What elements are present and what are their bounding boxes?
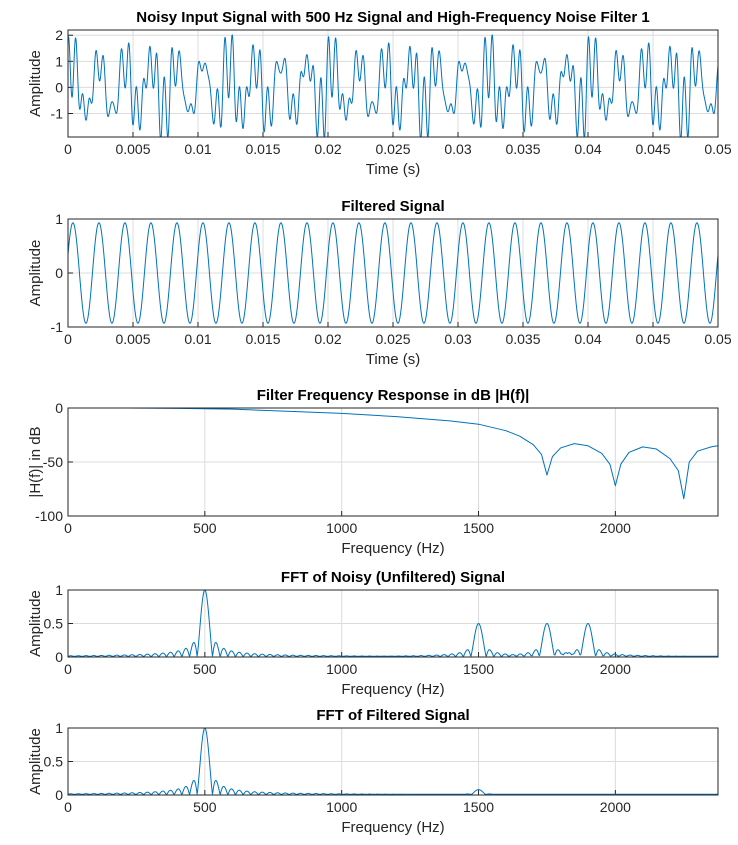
x-tick-label: 0.01 — [184, 141, 211, 157]
x-tick-label: 0.035 — [505, 141, 540, 157]
y-tick-label: 0.5 — [44, 616, 64, 632]
y-axis-label: Amplitude — [27, 50, 44, 117]
y-axis-label: Amplitude — [27, 728, 44, 795]
x-tick-label: 0.045 — [635, 331, 670, 347]
x-tick-label: 0.02 — [314, 141, 341, 157]
chart-title: Filtered Signal — [341, 198, 444, 215]
x-tick-label: 0.04 — [574, 331, 601, 347]
axes-border — [67, 407, 719, 517]
x-tick-label: 0.03 — [444, 331, 471, 347]
chart-title: Filter Frequency Response in dB |H(f)| — [257, 387, 530, 404]
x-tick-label: 0 — [64, 661, 72, 677]
x-axis-label: Frequency (Hz) — [341, 681, 444, 698]
x-tick-label: 0.05 — [704, 331, 731, 347]
x-tick-label: 0.025 — [375, 141, 410, 157]
x-tick-label: 1500 — [463, 661, 494, 677]
x-tick-label: 1500 — [463, 520, 494, 536]
axes-border — [67, 589, 719, 658]
x-tick-label: 500 — [193, 799, 217, 815]
series-line — [67, 727, 719, 795]
x-tick-label: 0.035 — [505, 331, 540, 347]
y-tick-label: 1 — [55, 211, 63, 227]
x-tick-label: 0.015 — [245, 331, 280, 347]
y-tick-label: -100 — [35, 508, 63, 524]
y-tick-label: -50 — [43, 454, 63, 470]
y-axis-label: Amplitude — [27, 240, 44, 307]
y-tick-label: 1 — [55, 582, 63, 598]
subplot-3: 0 500 1000 1500 2000 -100 -50 0 Filter Frequency… — [27, 387, 719, 557]
subplot-5: 0 500 1000 1500 2000 0 0.5 1 FFT of Filtered Sig… — [27, 707, 719, 836]
x-tick-label: 500 — [193, 661, 217, 677]
x-tick-label: 0.05 — [704, 141, 731, 157]
y-tick-label: 0 — [55, 649, 63, 665]
x-axis-label: Frequency (Hz) — [341, 540, 444, 557]
chart-title: Noisy Input Signal with 500 Hz Signal an… — [136, 9, 649, 26]
y-tick-label: 1 — [55, 720, 63, 736]
x-tick-label: 2000 — [600, 520, 631, 536]
y-tick-label: 2 — [55, 27, 63, 43]
x-tick-label: 0.025 — [375, 331, 410, 347]
x-tick-label: 0.005 — [115, 141, 150, 157]
y-tick-label: 0 — [55, 79, 63, 95]
y-tick-label: 0 — [55, 265, 63, 281]
x-tick-label: 0.04 — [574, 141, 601, 157]
x-tick-label: 2000 — [600, 661, 631, 677]
x-axis-label: Frequency (Hz) — [341, 819, 444, 836]
y-axis-label: |H(f)| in dB — [27, 426, 44, 497]
y-tick-label: 0 — [55, 400, 63, 416]
x-tick-label: 1000 — [326, 799, 357, 815]
axes-border — [67, 29, 719, 138]
series-line — [68, 407, 719, 500]
x-axis-label: Time (s) — [366, 351, 420, 368]
x-tick-label: 0.02 — [314, 331, 341, 347]
subplot-1: 0 0.005 0.01 0.015 0.02 0.025 0.03 0.035 0.04 0.0… — [27, 9, 732, 178]
y-tick-label: 1 — [55, 53, 63, 69]
x-tick-label: 0 — [64, 799, 72, 815]
y-axis-label: Amplitude — [27, 590, 44, 657]
x-tick-label: 0.01 — [184, 331, 211, 347]
x-tick-label: 500 — [193, 520, 217, 536]
y-tick-label: 0.5 — [44, 754, 64, 770]
series-line — [67, 34, 719, 138]
series-line — [67, 222, 719, 324]
x-tick-label: 0.045 — [635, 141, 670, 157]
x-axis-label: Time (s) — [366, 161, 420, 178]
series-line — [67, 589, 719, 657]
x-tick-label: 1500 — [463, 799, 494, 815]
x-tick-label: 1000 — [326, 661, 357, 677]
x-tick-label: 2000 — [600, 799, 631, 815]
y-tick-label: -1 — [51, 106, 64, 122]
subplot-4: 0 500 1000 1500 2000 0 0.5 1 FFT of Noisy (Unfil… — [27, 569, 719, 698]
x-tick-label: 0.03 — [444, 141, 471, 157]
x-tick-label: 0 — [64, 141, 72, 157]
axes-border — [67, 218, 719, 328]
x-tick-label: 1000 — [326, 520, 357, 536]
axes-border — [67, 727, 719, 796]
x-tick-label: 0.015 — [245, 141, 280, 157]
subplot-2: 0 0.005 0.01 0.015 0.02 0.025 0.03 0.035 0.04 0.0… — [27, 198, 732, 368]
y-tick-label: -1 — [51, 319, 64, 335]
x-tick-label: 0.005 — [115, 331, 150, 347]
chart-title: FFT of Filtered Signal — [316, 707, 469, 724]
x-tick-label: 0 — [64, 520, 72, 536]
y-tick-label: 0 — [55, 787, 63, 803]
x-tick-label: 0 — [64, 331, 72, 347]
chart-title: FFT of Noisy (Unfiltered) Signal — [281, 569, 505, 586]
